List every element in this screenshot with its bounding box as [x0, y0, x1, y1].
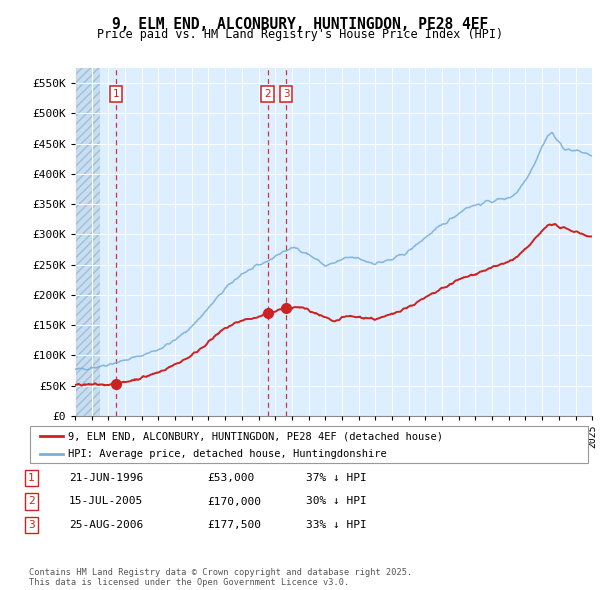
Text: £170,000: £170,000	[207, 497, 261, 506]
Text: 2: 2	[264, 89, 271, 99]
Text: 3: 3	[283, 89, 289, 99]
Text: 15-JUL-2005: 15-JUL-2005	[69, 497, 143, 506]
Text: 1: 1	[113, 89, 119, 99]
Text: £53,000: £53,000	[207, 473, 254, 483]
Text: 30% ↓ HPI: 30% ↓ HPI	[306, 497, 367, 506]
Text: 33% ↓ HPI: 33% ↓ HPI	[306, 520, 367, 530]
Text: Price paid vs. HM Land Registry's House Price Index (HPI): Price paid vs. HM Land Registry's House …	[97, 28, 503, 41]
Text: 1: 1	[28, 473, 35, 483]
Text: 21-JUN-1996: 21-JUN-1996	[69, 473, 143, 483]
Text: 25-AUG-2006: 25-AUG-2006	[69, 520, 143, 530]
Text: Contains HM Land Registry data © Crown copyright and database right 2025.
This d: Contains HM Land Registry data © Crown c…	[29, 568, 412, 587]
FancyBboxPatch shape	[30, 426, 588, 463]
Text: 9, ELM END, ALCONBURY, HUNTINGDON, PE28 4EF: 9, ELM END, ALCONBURY, HUNTINGDON, PE28 …	[112, 17, 488, 31]
Text: 3: 3	[28, 520, 35, 530]
Text: 37% ↓ HPI: 37% ↓ HPI	[306, 473, 367, 483]
Text: 9, ELM END, ALCONBURY, HUNTINGDON, PE28 4EF (detached house): 9, ELM END, ALCONBURY, HUNTINGDON, PE28 …	[68, 431, 443, 441]
Text: £177,500: £177,500	[207, 520, 261, 530]
Text: 2: 2	[28, 497, 35, 506]
Text: HPI: Average price, detached house, Huntingdonshire: HPI: Average price, detached house, Hunt…	[68, 449, 386, 459]
